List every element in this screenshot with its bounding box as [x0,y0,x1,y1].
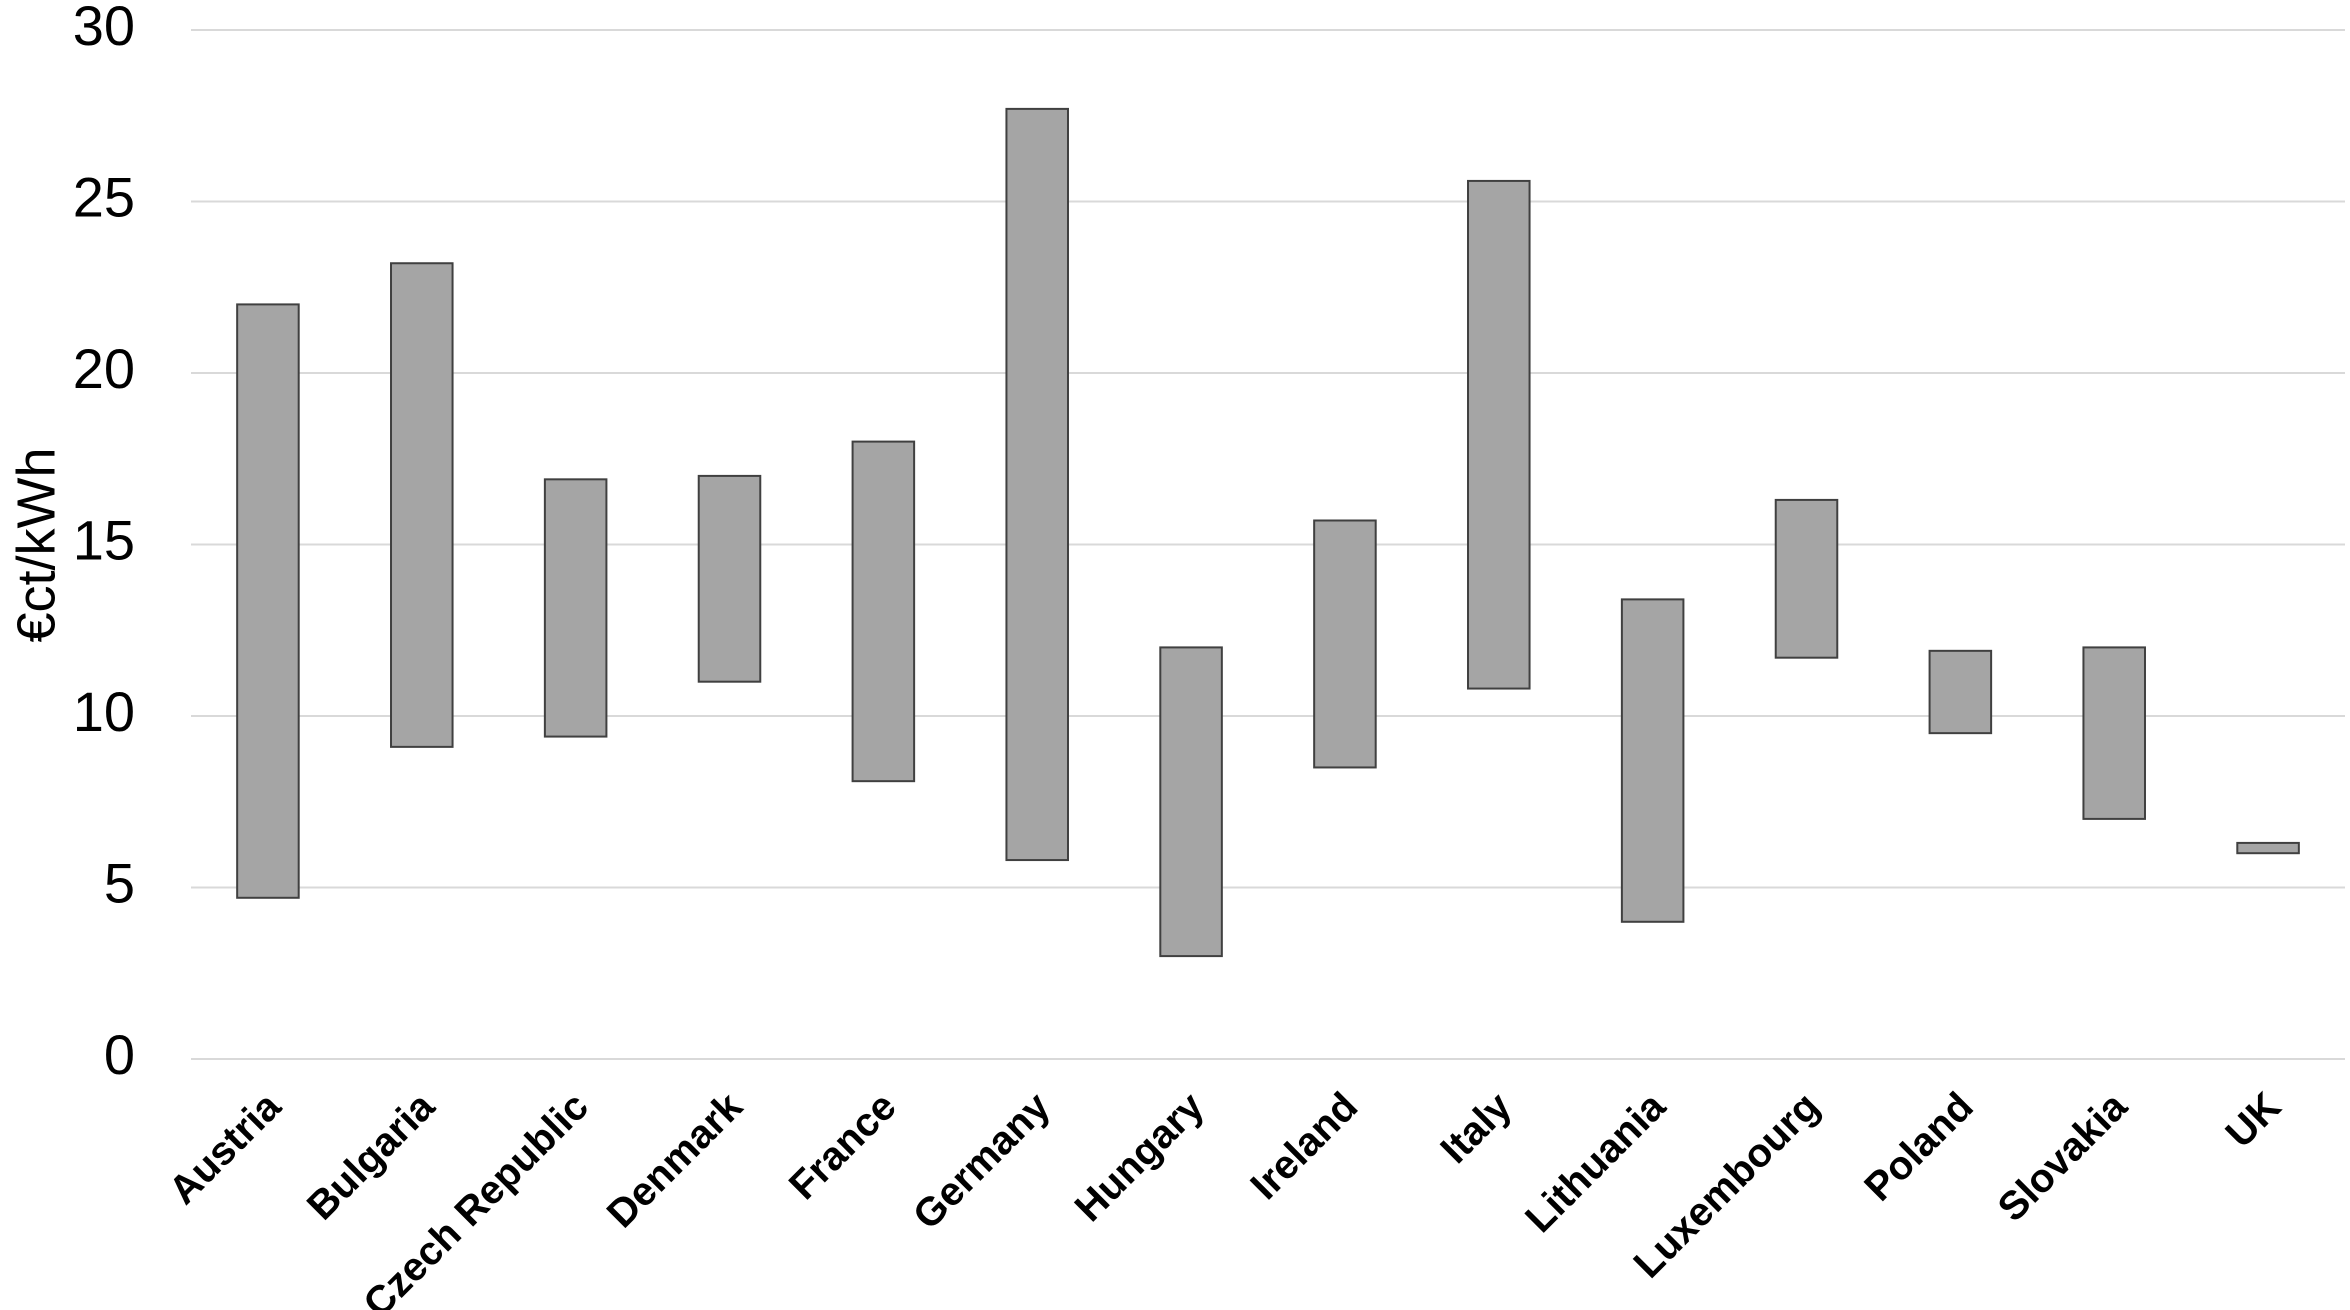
bar [1313,519,1377,769]
x-tick-label: Hungary [1067,1084,1213,1230]
x-tick-label: Ireland [1242,1084,1366,1208]
bar [1928,649,1993,735]
x-tick-label: Denmark [599,1084,752,1237]
bar [236,303,300,899]
bar [1774,498,1839,659]
y-tick-label: 15 [73,508,135,571]
bar [1159,646,1223,958]
bar [543,478,608,738]
bar [1467,179,1531,690]
y-tick-label: 25 [73,165,135,228]
x-tick-label: Austria [161,1084,290,1213]
x-tick-label: Poland [1856,1084,1981,1209]
bar [2082,646,2146,820]
x-tick-label: UK [2217,1084,2289,1156]
x-tick-label: France [781,1084,905,1208]
y-tick-label: 30 [73,0,135,57]
y-tick-label: 5 [104,851,135,914]
bar [697,474,762,683]
bar [390,262,454,748]
bar [1620,598,1685,923]
y-tick-label: 0 [104,1023,135,1086]
x-tick-label: Italy [1432,1084,1520,1172]
x-tick-label: Slovakia [1990,1084,2136,1230]
x-tick-label: Germany [905,1084,1059,1238]
y-axis-title: €ct/kWh [6,447,66,642]
bar [2236,841,2300,855]
x-tick-label: Bulgaria [299,1084,444,1229]
bar [1005,107,1069,862]
y-tick-label: 10 [73,680,135,743]
bar [851,440,916,783]
x-tick-label: Lithuania [1517,1084,1674,1241]
y-tick-label: 20 [73,337,135,400]
